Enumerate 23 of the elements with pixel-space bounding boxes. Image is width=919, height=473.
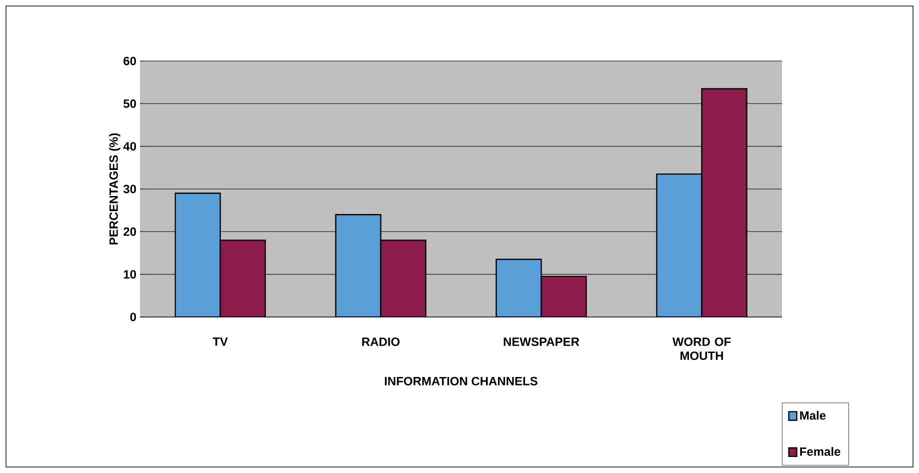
y-tick-label: 30 bbox=[123, 184, 136, 194]
legend-label: Female bbox=[800, 447, 840, 456]
y-axis-title: PERCENTAGES (%) bbox=[109, 133, 120, 244]
x-tick-label: TV bbox=[212, 338, 228, 346]
y-tick-label: 60 bbox=[124, 56, 136, 66]
legend-label: Male bbox=[800, 410, 826, 420]
bar bbox=[496, 258, 542, 317]
y-tick-label: 10 bbox=[124, 270, 136, 279]
bar bbox=[220, 240, 266, 317]
bar bbox=[540, 276, 587, 317]
bar bbox=[174, 192, 221, 317]
x-tick-label: RADIO bbox=[362, 338, 400, 346]
bar bbox=[380, 240, 426, 317]
y-tick-label: 50 bbox=[124, 99, 136, 108]
x-axis-title: INFORMATION CHANNELS bbox=[384, 376, 538, 386]
bar bbox=[656, 173, 702, 317]
bar bbox=[335, 214, 382, 317]
x-tick-label: NEWSPAPER bbox=[504, 338, 580, 346]
y-tick-label: 40 bbox=[123, 142, 136, 151]
x-tick-label: WORD OF MOUTH bbox=[672, 338, 731, 360]
y-tick-label: 0 bbox=[130, 312, 136, 322]
y-tick-label: 20 bbox=[124, 227, 136, 236]
bar bbox=[701, 88, 748, 317]
